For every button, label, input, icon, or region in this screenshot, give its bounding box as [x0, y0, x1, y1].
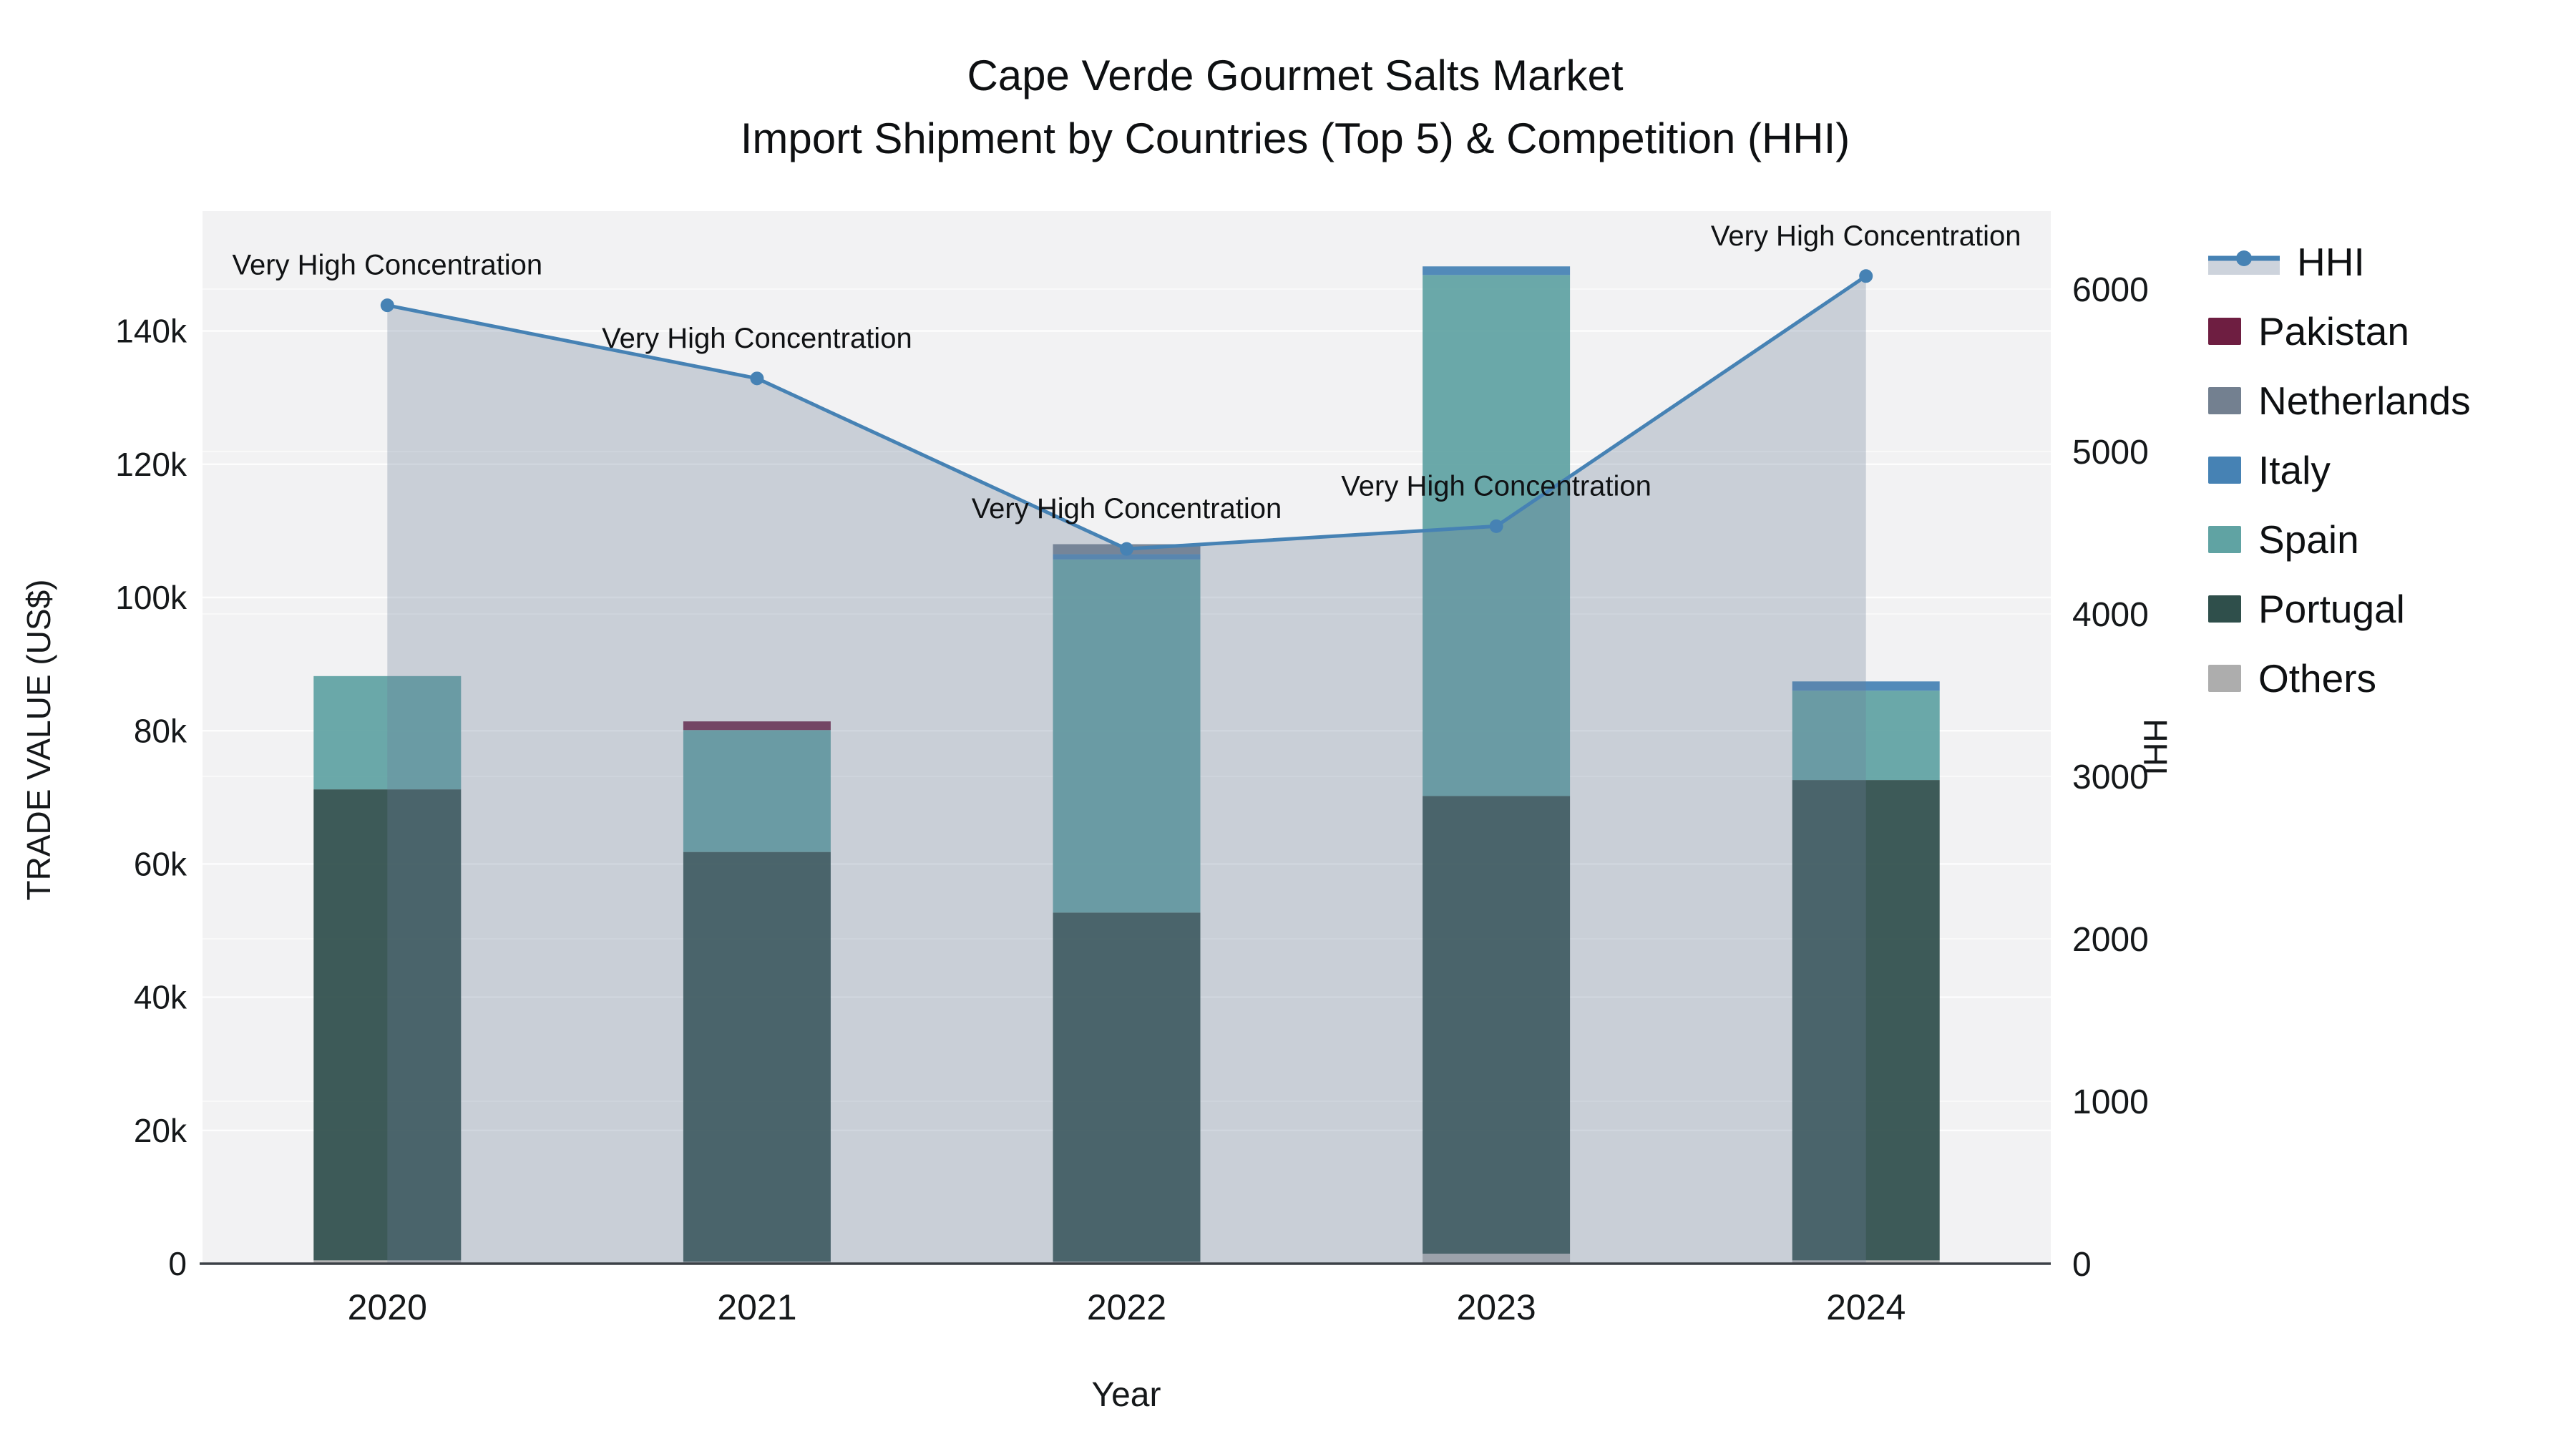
y-right-tick-label-6000: 6000 [2072, 271, 2149, 309]
legend-swatch-others [2208, 665, 2241, 692]
bar-segment-spain-2022 [1053, 559, 1201, 913]
x-tick-label-2024: 2024 [1826, 1287, 1906, 1327]
y-right-tick-label-3000: 3000 [2072, 758, 2149, 796]
hhi-area-fill [387, 275, 1866, 1264]
bar-segment-pakistan-2021 [683, 721, 831, 731]
x-tick-label-2020: 2020 [348, 1287, 427, 1327]
legend-label-italy: Italy [2258, 448, 2331, 492]
x-tick-label-2022: 2022 [1087, 1287, 1166, 1327]
legend-swatch-spain [2208, 526, 2241, 553]
legend-hhi-line-sample [2208, 250, 2280, 275]
bar-segment-spain-2023 [1423, 275, 1571, 796]
hhi-marker-2024 [1859, 269, 1873, 283]
bar-segment-others-2020 [313, 1260, 462, 1264]
legend-label-hhi: HHI [2297, 240, 2365, 284]
hhi-marker-2022 [1120, 542, 1133, 556]
hhi-marker-2023 [1489, 519, 1503, 533]
y-axis-title-left: TRADE VALUE (US$) [20, 579, 57, 901]
y-left-tick-label-140k: 140k [115, 313, 187, 350]
y-right-tick-label-2000: 2000 [2072, 921, 2149, 959]
y-left-tick-label-100k: 100k [115, 579, 187, 616]
legend-item-others[interactable]: Others [2208, 656, 2471, 701]
bar-segment-spain-2021 [683, 730, 831, 852]
legend-swatch-netherlands [2208, 387, 2241, 414]
y-left-tick-label-0: 0 [168, 1245, 187, 1282]
y-right-tick-label-4000: 4000 [2072, 596, 2149, 634]
hhi-marker-2021 [750, 371, 764, 386]
annotation-2024: Very High Concentration [1711, 220, 2021, 252]
bar-segment-portugal-2020 [313, 789, 462, 1261]
legend-swatch-portugal [2208, 595, 2241, 623]
y-left-tick-label-60k: 60k [134, 845, 187, 882]
y-left-tick-label-80k: 80k [134, 712, 187, 749]
bar-segment-spain-2024 [1792, 691, 1940, 781]
legend-label-others: Others [2258, 656, 2377, 701]
bar-segment-portugal-2023 [1423, 796, 1571, 1254]
y-axis-title-right: HHI [2137, 718, 2174, 776]
y-left-tick-label-120k: 120k [115, 446, 187, 483]
y-right-tick-label-1000: 1000 [2072, 1083, 2149, 1121]
annotation-2021: Very High Concentration [602, 323, 912, 354]
annotation-2022: Very High Concentration [972, 493, 1282, 525]
y-right-tick-label-0: 0 [2072, 1246, 2092, 1284]
bar-segment-portugal-2021 [683, 852, 831, 1262]
hhi-marker-2020 [380, 298, 394, 313]
bar-segment-spain-2020 [313, 675, 462, 790]
legend-swatch-italy [2208, 457, 2241, 484]
bar-segment-others-2024 [1792, 1260, 1940, 1264]
bar-segment-portugal-2022 [1053, 912, 1201, 1262]
legend-swatch-pakistan [2208, 318, 2241, 345]
bar-segment-italy-2022 [1053, 554, 1201, 560]
x-axis-title: Year [1091, 1376, 1161, 1414]
legend-item-spain[interactable]: Spain [2208, 517, 2471, 562]
y-left-tick-label-20k: 20k [134, 1112, 187, 1149]
chart-title-line2: Import Shipment by Countries (Top 5) & C… [740, 114, 1850, 162]
x-tick-label-2021: 2021 [717, 1287, 796, 1327]
annotation-2023: Very High Concentration [1341, 470, 1652, 502]
legend-label-pakistan: Pakistan [2258, 309, 2409, 353]
annotation-2020: Very High Concentration [233, 250, 543, 281]
chart-title-line1: Cape Verde Gourmet Salts Market [967, 52, 1624, 99]
y-left-tick-label-40k: 40k [134, 979, 187, 1016]
bar-segment-others-2023 [1423, 1254, 1571, 1264]
bar-segment-italy-2024 [1792, 681, 1940, 691]
legend: HHI Pakistan Netherlands Italy Spain Portugal… [2208, 240, 2471, 701]
legend-item-italy[interactable]: Italy [2208, 448, 2471, 492]
legend-item-hhi[interactable]: HHI [2208, 240, 2471, 284]
legend-item-netherlands[interactable]: Netherlands [2208, 379, 2471, 423]
legend-label-netherlands: Netherlands [2258, 379, 2471, 423]
chart-title: Cape Verde Gourmet Salts Market Import S… [580, 44, 2011, 170]
legend-item-pakistan[interactable]: Pakistan [2208, 309, 2471, 353]
y-right-tick-label-5000: 5000 [2072, 434, 2149, 472]
legend-item-portugal[interactable]: Portugal [2208, 587, 2471, 631]
x-tick-label-2023: 2023 [1456, 1287, 1536, 1327]
legend-label-portugal: Portugal [2258, 587, 2405, 631]
bar-segment-portugal-2024 [1792, 780, 1940, 1261]
bar-segment-italy-2023 [1423, 266, 1571, 275]
legend-label-spain: Spain [2258, 517, 2359, 562]
